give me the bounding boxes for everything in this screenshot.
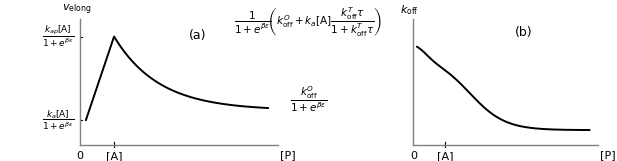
Text: $\dfrac{k_{ap}[\mathrm{A}]}{1+e^{\beta\epsilon}}$: $\dfrac{k_{ap}[\mathrm{A}]}{1+e^{\beta\e… (42, 24, 75, 49)
Text: $\dfrac{k_a[\mathrm{A}]}{1+e^{\beta\epsilon}}$: $\dfrac{k_a[\mathrm{A}]}{1+e^{\beta\epsi… (42, 108, 75, 132)
Text: 0: 0 (410, 151, 417, 161)
Text: $k_\mathrm{off}$: $k_\mathrm{off}$ (400, 3, 420, 17)
Text: $v_\mathrm{elong}$: $v_\mathrm{elong}$ (62, 2, 91, 17)
Text: [A]: [A] (437, 151, 453, 161)
Text: [P]: [P] (600, 150, 616, 160)
Text: [P]: [P] (280, 150, 295, 160)
Text: $\dfrac{k_\mathrm{off}^O}{1+e^{\beta\epsilon}}$: $\dfrac{k_\mathrm{off}^O}{1+e^{\beta\eps… (290, 84, 327, 114)
Text: (b): (b) (515, 26, 533, 39)
Text: [A]: [A] (106, 151, 122, 161)
Text: 0: 0 (77, 151, 84, 161)
Text: (a): (a) (189, 29, 206, 42)
Text: $\dfrac{1}{1+e^{\beta\epsilon}}\!\left(k_\mathrm{off}^O + k_a[\mathrm{A}]\dfrac{: $\dfrac{1}{1+e^{\beta\epsilon}}\!\left(k… (234, 5, 383, 38)
